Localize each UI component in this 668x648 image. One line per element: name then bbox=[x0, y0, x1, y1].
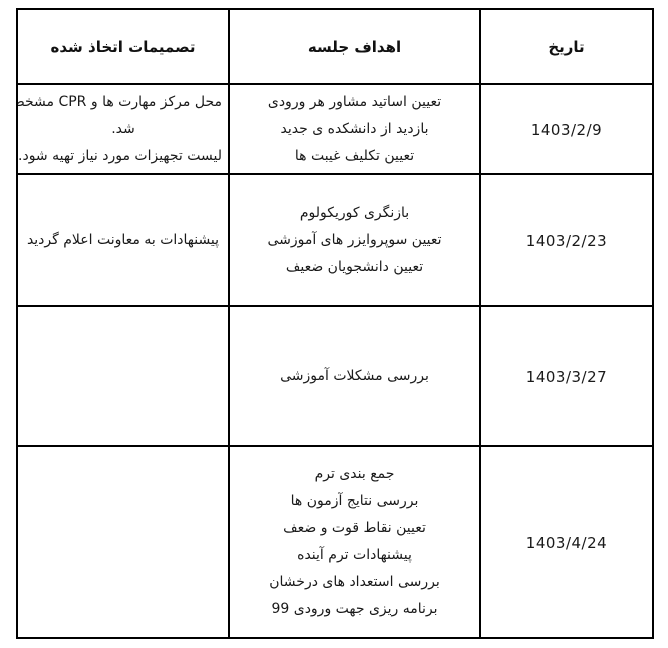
cell-decisions bbox=[16, 445, 230, 639]
meeting-minutes-table: تاریخ اهداف جلسه تصمیمات اتخاذ شده 1403/… bbox=[16, 8, 654, 639]
text-line: محل مرکز مهارت ها و CPR مشخص bbox=[19, 93, 222, 110]
table-row: 1403/3/27 بررسی مشکلات آموزشی bbox=[16, 305, 654, 447]
cell-objectives: جمع بندی ترم بررسی نتایج آزمون ها تعیین نق… bbox=[228, 445, 481, 639]
text-line: لیست تجهیزات مورد نیاز تهیه شود. bbox=[18, 147, 222, 164]
cell-date: 1403/4/24 bbox=[479, 445, 654, 639]
text-line: تعیین دانشجویان ضعیف bbox=[285, 258, 424, 275]
date-value: 1403/2/9 bbox=[530, 120, 603, 139]
cell-decisions: محل مرکز مهارت ها و CPR مشخص شد. لیست تجهی… bbox=[16, 83, 230, 175]
cell-objectives: بازنگری کوریکولوم تعیین سوپروایزر های آمو… bbox=[228, 173, 481, 307]
cell-decisions: پیشنهادات به معاونت اعلام گردید bbox=[16, 173, 230, 307]
cell-date: 1403/2/9 bbox=[479, 83, 654, 175]
column-header-decisions: تصمیمات اتخاذ شده bbox=[16, 8, 230, 85]
table-row: 1403/4/24 جمع بندی ترم بررسی نتایج آزمون ه… bbox=[16, 445, 654, 639]
cell-objectives: تعیین اساتید مشاور هر ورودی بازدید از دان… bbox=[228, 83, 481, 175]
cell-objectives: بررسی مشکلات آموزشی bbox=[228, 305, 481, 447]
table-row: 1403/2/9 تعیین اساتید مشاور هر ورودی بازدی… bbox=[16, 83, 654, 175]
text-line: تعیین سوپروایزر های آموزشی bbox=[267, 231, 442, 248]
cell-date: 1403/2/23 bbox=[479, 173, 654, 307]
table-body: 1403/2/9 تعیین اساتید مشاور هر ورودی بازدی… bbox=[16, 83, 654, 639]
cell-date: 1403/3/27 bbox=[479, 305, 654, 447]
text-line: بررسی نتایج آزمون ها bbox=[290, 493, 419, 509]
text-line: پیشنهادات به معاونت اعلام گردید bbox=[26, 231, 220, 248]
column-header-date: تاریخ bbox=[479, 8, 654, 85]
text-line: بازنگری کوریکولوم bbox=[299, 204, 410, 221]
date-value: 1403/4/24 bbox=[525, 533, 608, 552]
table-row: 1403/2/23 بازنگری کوریکولوم تعیین سوپروایز… bbox=[16, 173, 654, 307]
text-line: شد. bbox=[111, 120, 135, 137]
text-line: پیشنهادات ترم آینده bbox=[297, 547, 412, 563]
text-line: بررسی مشکلات آموزشی bbox=[280, 367, 429, 384]
text-line: تعیین نقاط قوت و ضعف bbox=[283, 520, 426, 536]
header-row: تاریخ اهداف جلسه تصمیمات اتخاذ شده bbox=[16, 8, 654, 85]
text-line: برنامه ریزی جهت ورودی 99 bbox=[271, 601, 438, 617]
text-line: بازدید از دانشکده ی جدید bbox=[280, 120, 429, 137]
table-header: تاریخ اهداف جلسه تصمیمات اتخاذ شده bbox=[16, 8, 654, 85]
column-header-objectives: اهداف جلسه bbox=[228, 8, 481, 85]
text-line: بررسی استعداد های درخشان bbox=[269, 574, 440, 590]
text-line: تعیین اساتید مشاور هر ورودی bbox=[267, 93, 442, 110]
cell-decisions bbox=[16, 305, 230, 447]
date-value: 1403/2/23 bbox=[525, 231, 608, 250]
date-value: 1403/3/27 bbox=[525, 367, 608, 386]
text-line: جمع بندی ترم bbox=[314, 466, 395, 482]
text-line: تعیین تکلیف غیبت ها bbox=[294, 147, 415, 164]
